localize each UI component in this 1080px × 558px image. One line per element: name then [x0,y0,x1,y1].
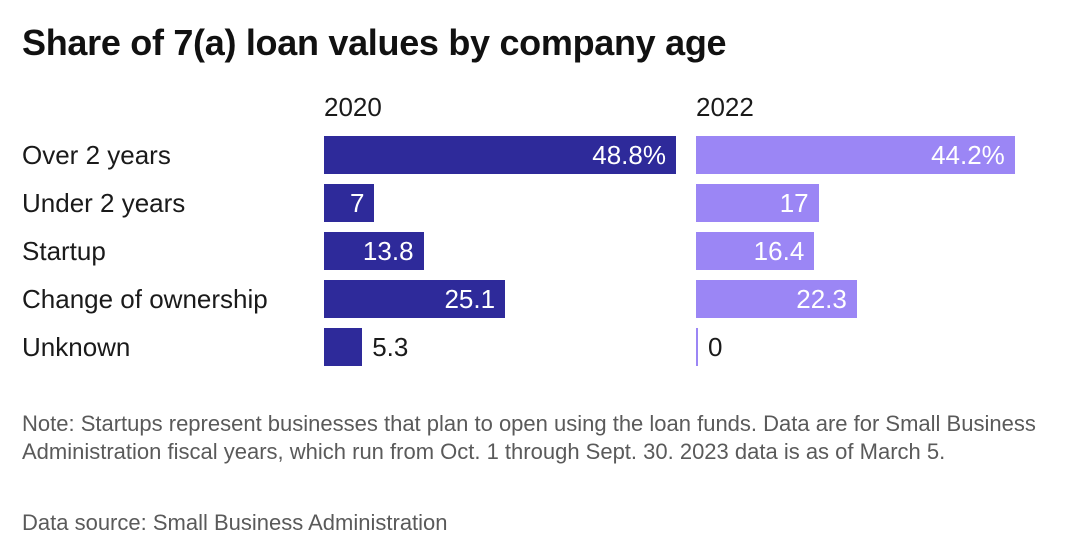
bar-2022-change-of-ownership [696,280,857,318]
column-header-2020: 2020 [324,92,382,122]
value-label-2020-under-2-years: 7 [350,188,365,218]
value-label-2020-startup: 13.8 [362,236,414,266]
bar-2020-under-2-years [324,184,375,222]
category-label-unknown: Unknown [22,332,131,362]
value-label-2022-under-2-years: 17 [779,188,809,218]
column-header-2022: 2022 [696,92,754,122]
value-label-2020-unknown: 5.3 [372,332,409,362]
chart-note: Note: Startups represent businesses that… [22,411,1036,464]
category-label-under-2-years: Under 2 years [22,188,186,218]
value-label-2022-startup: 16.4 [753,236,805,266]
bar-2022-over-2-years [696,136,1015,174]
category-label-over-2-years: Over 2 years [22,140,171,170]
category-label-startup: Startup [22,236,106,266]
bar-2022-under-2-years [696,184,819,222]
value-label-2022-over-2-years: 44.2% [931,140,1005,170]
value-label-2020-over-2-years: 48.8% [592,140,666,170]
bar-2020-startup [324,232,424,270]
value-label-2020-change-of-ownership: 25.1 [444,284,496,314]
bar-2020-change-of-ownership [324,280,506,318]
bar-2020-unknown [324,328,363,366]
bar-2022-startup [696,232,815,270]
value-label-2022-change-of-ownership: 22.3 [796,284,847,314]
category-label-change-of-ownership: Change of ownership [22,284,268,314]
chart-title: Share of 7(a) loan values by company age [22,22,727,63]
data-source: Data source: Small Business Administrati… [22,510,448,535]
bar-2022-unknown [696,328,698,366]
value-label-2022-unknown: 0 [708,332,723,362]
bar-2020-over-2-years [324,136,676,174]
